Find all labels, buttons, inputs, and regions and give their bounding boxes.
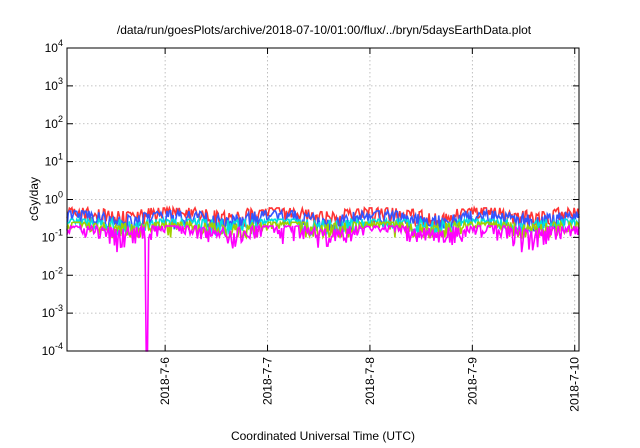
x-tick-label: 2018-7-8 [363,357,377,405]
y-tick-label: 104 [45,38,63,55]
y-tick-label: 103 [45,76,63,93]
y-tick-label: 10-3 [42,303,63,320]
y-tick-label: 10-4 [42,341,63,358]
y-tick-label: 102 [45,114,63,131]
x-tick-label: 2018-7-6 [158,357,172,405]
series-line [66,223,580,352]
x-tick-label: 2018-7-10 [568,357,582,412]
x-tick-label: 2018-7-7 [261,357,275,405]
y-axis-label: cGy/day [27,177,41,221]
y-tick-label: 100 [45,190,63,207]
grid [67,48,579,351]
series-line [66,216,580,238]
y-tick-label: 101 [45,152,63,169]
y-tick-label: 10-1 [42,227,63,244]
plot-area [66,204,580,352]
series-line [66,219,580,241]
x-tick-label: 2018-7-9 [465,357,479,405]
x-axis: 2018-7-6 2018-7-7 2018-7-8 2018-7-9 2018-7-1… [158,48,582,412]
x-axis-label: Coordinated Universal Time (UTC) [231,429,415,443]
chart-title: /data/run/goesPlots/archive/2018-07-10/0… [117,23,532,37]
y-axis: 10-4 10-3 10-2 10-1 100 101 102 103 104 [42,38,579,358]
y-tick-label: 10-2 [42,265,63,282]
